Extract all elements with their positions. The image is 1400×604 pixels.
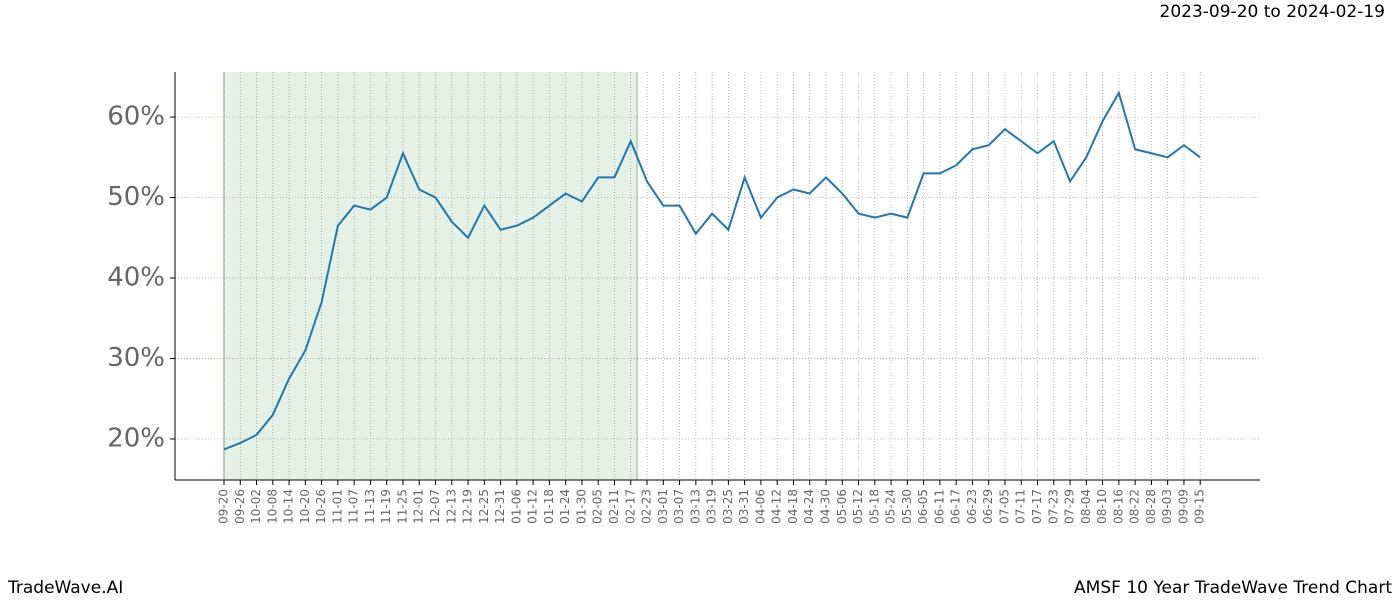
x-tick-label: 05-18 [867,489,881,524]
x-tick-label: 12-07 [428,489,442,524]
x-tick-label: 04-24 [802,489,816,524]
x-tick-label: 03-13 [688,489,702,524]
x-tick-label: 07-29 [1063,489,1077,524]
x-tick-label: 11-25 [395,489,409,524]
x-tick-label: 12-13 [444,489,458,524]
y-tick-label: 50% [107,182,165,212]
x-tick-label: 08-04 [1079,489,1093,524]
x-tick-label: 10-02 [249,489,263,524]
x-tick-label: 12-25 [477,489,491,524]
x-tick-label: 12-19 [461,489,475,524]
x-tick-label: 08-28 [1144,489,1158,524]
x-tick-label: 11-07 [347,489,361,524]
chart-title: 2023-09-20 to 2024-02-19 [1160,2,1385,22]
x-tick-label: 03-19 [705,489,719,524]
x-tick-label: 12-01 [412,489,426,524]
x-tick-label: 03-31 [737,489,751,524]
x-tick-label: 08-22 [1128,489,1142,524]
x-tick-label: 05-30 [900,489,914,524]
x-tick-label: 06-17 [949,489,963,524]
x-tick-label: 10-20 [298,489,312,524]
y-tick-label: 60% [107,102,165,132]
x-tick-label: 02-11 [607,489,621,524]
x-tick-label: 01-30 [574,489,588,524]
x-tick-label: 09-03 [1160,489,1174,524]
x-tick-label: 06-05 [916,489,930,524]
x-tick-label: 06-11 [932,489,946,524]
x-tick-label: 05-12 [851,489,865,524]
x-tick-label: 07-05 [997,489,1011,524]
footer-left: TradeWave.AI [7,578,123,598]
footer-right: AMSF 10 Year TradeWave Trend Chart [1074,578,1392,598]
x-tick-label: 08-16 [1111,489,1125,524]
shaded-region [224,72,638,480]
x-tick-label: 09-09 [1176,489,1190,524]
x-tick-label: 09-20 [217,489,231,524]
y-tick-label: 30% [107,343,165,373]
x-tick-label: 04-06 [753,489,767,524]
x-tick-label: 07-11 [1014,489,1028,524]
y-tick-label: 40% [107,263,165,293]
x-tick-label: 02-23 [640,489,654,524]
x-tick-label: 01-12 [526,489,540,524]
x-tick-label: 10-08 [265,489,279,524]
x-tick-label: 01-24 [558,489,572,524]
x-tick-label: 06-23 [965,489,979,524]
x-tick-label: 11-13 [363,489,377,524]
x-tick-label: 03-25 [721,489,735,524]
x-tick-label: 08-10 [1095,489,1109,524]
x-tick-label: 05-06 [835,489,849,524]
x-tick-label: 12-31 [493,489,507,524]
x-tick-label: 07-23 [1046,489,1060,524]
x-tick-label: 07-17 [1030,489,1044,524]
x-tick-label: 04-18 [786,489,800,524]
x-tick-label: 10-14 [282,489,296,524]
x-tick-label: 09-15 [1193,489,1207,524]
x-tick-label: 11-01 [330,489,344,524]
y-tick-label: 20% [107,423,165,453]
x-tick-label: 04-12 [770,489,784,524]
x-tick-label: 04-30 [818,489,832,524]
x-tick-label: 01-18 [542,489,556,524]
x-tick-label: 03-07 [672,489,686,524]
trend-line [223,90,1201,451]
x-tick-label: 06-29 [981,489,995,524]
x-tick-label: 03-01 [656,489,670,524]
x-tick-label: 11-19 [379,489,393,524]
x-tick-label: 10-26 [314,489,328,524]
x-tick-label: 09-26 [233,489,247,524]
x-tick-label: 02-05 [591,489,605,524]
x-tick-label: 01-06 [509,489,523,524]
x-tick-label: 05-24 [884,489,898,524]
x-tick-label: 02-17 [623,489,637,524]
